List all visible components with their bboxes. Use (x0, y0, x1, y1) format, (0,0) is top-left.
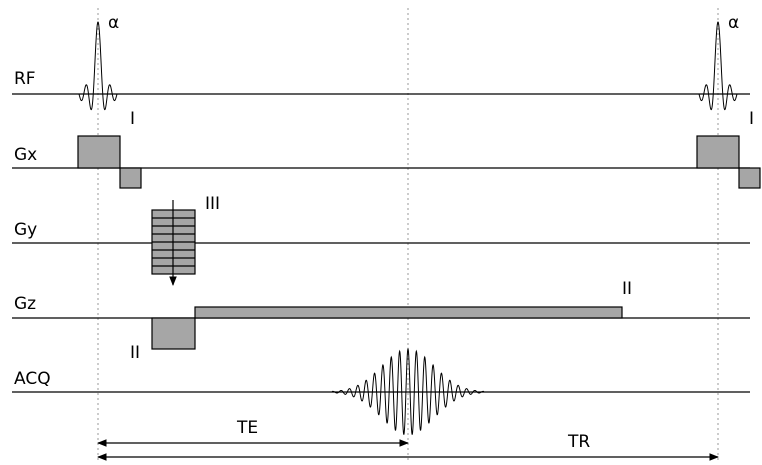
echo-time-label: TE (236, 418, 258, 438)
gy-lobe-label: III (205, 194, 220, 214)
gx-lobe-label-2: I (749, 109, 754, 129)
rf-sinc-pulse-2 (699, 22, 737, 110)
gx-lobe-label-1: I (130, 109, 135, 129)
row-label-rf: RF (14, 69, 36, 89)
gx-slice-select-lobe-1 (78, 136, 120, 168)
rf-sinc-pulse-1 (79, 22, 117, 110)
row-label-acq: ACQ (14, 369, 51, 389)
gx-rephase-lobe-1 (120, 168, 141, 188)
flip-angle-label-2: α (728, 13, 739, 33)
gz-dephase-label: II (130, 343, 140, 363)
flip-angle-label-1: α (108, 13, 119, 33)
gz-readout-lobe (195, 307, 622, 318)
row-label-gx: Gx (14, 145, 37, 165)
gz-dephase-lobe (152, 318, 195, 349)
gz-readout-label: II (622, 279, 632, 299)
repetition-time-label: TR (567, 432, 590, 452)
gx-slice-select-lobe-2 (697, 136, 739, 168)
row-label-gz: Gz (14, 294, 36, 314)
row-label-gy: Gy (14, 220, 37, 240)
gx-rephase-lobe-2 (739, 168, 760, 188)
